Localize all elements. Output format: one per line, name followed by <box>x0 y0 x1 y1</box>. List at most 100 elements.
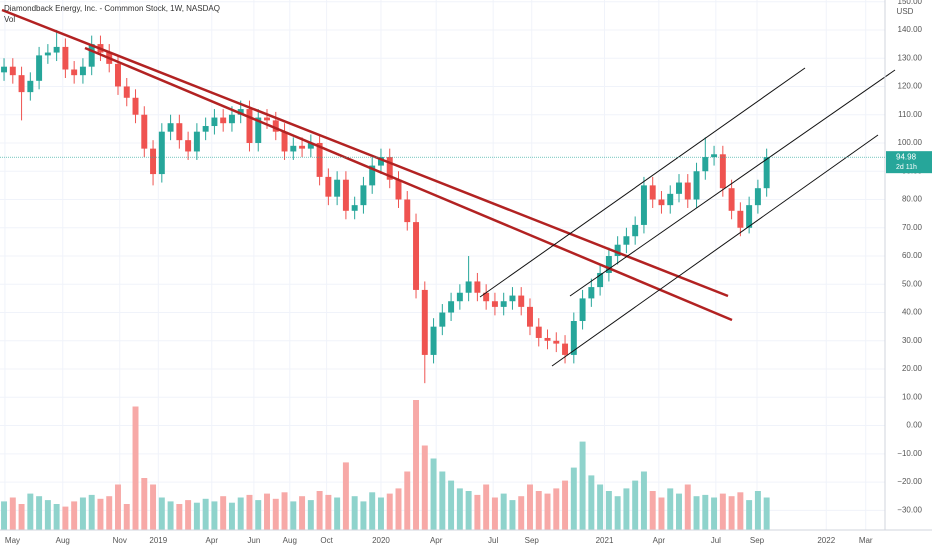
candle-body <box>763 157 770 189</box>
x-tick-label: 2019 <box>149 536 167 545</box>
volume-bar <box>369 492 376 530</box>
volume-bar <box>719 493 726 530</box>
volume-bar <box>597 484 604 530</box>
volume-bar <box>754 491 761 530</box>
volume-bar <box>185 500 192 530</box>
x-tick-label: 2020 <box>372 536 390 545</box>
volume-bar <box>439 471 446 530</box>
candle-body <box>299 145 306 149</box>
volume-bar <box>228 502 235 530</box>
volume-bar <box>97 498 104 530</box>
volume-bar <box>299 496 306 530</box>
candle-body <box>728 188 735 211</box>
volume-bar <box>632 480 639 530</box>
candle-body <box>150 148 157 175</box>
volume-bar <box>535 491 542 530</box>
volume-bar <box>395 488 402 530</box>
volume-bar <box>684 484 691 530</box>
x-tick-label: Jul <box>711 536 721 545</box>
candle-body <box>535 326 542 338</box>
volume-bar <box>290 501 297 530</box>
candle-body <box>632 224 639 237</box>
candle-body <box>658 199 665 206</box>
volume-bar <box>36 496 43 530</box>
candle-body <box>430 326 437 355</box>
volume-bar <box>614 496 621 530</box>
volume-bar <box>44 500 51 530</box>
channel-line <box>569 69 896 297</box>
candle-body <box>483 292 490 302</box>
x-tick-label: Sep <box>525 536 540 545</box>
candle-body <box>27 80 34 93</box>
volume-bar <box>465 491 472 530</box>
volume-bar <box>693 496 700 530</box>
volume-bar <box>570 467 577 530</box>
volume-bar <box>483 484 490 530</box>
volume-bar <box>579 441 586 530</box>
volume-bar <box>342 462 349 530</box>
volume-bar <box>649 491 656 530</box>
x-tick-label: Apr <box>653 536 666 545</box>
candle-body <box>255 117 262 143</box>
candle-body <box>491 301 498 307</box>
volume-bar <box>746 500 753 530</box>
y-tick-label: 60.00 <box>902 251 923 260</box>
volume-bar <box>676 493 682 530</box>
candle-body <box>754 188 761 206</box>
y-tick-label: 130.00 <box>898 53 923 62</box>
volume-bar <box>264 493 270 530</box>
volume-bar <box>605 491 612 530</box>
candle-body <box>597 272 604 288</box>
candle-body <box>220 117 227 124</box>
volume-bar <box>307 500 314 530</box>
volume-bar <box>316 491 323 530</box>
candle-body <box>307 142 314 149</box>
candle-body <box>36 55 43 81</box>
volume-bar <box>728 496 735 530</box>
volume-bar <box>211 501 218 530</box>
candle-body <box>351 205 358 211</box>
volume-bar <box>509 500 516 530</box>
x-tick-label: Apr <box>430 536 443 545</box>
y-tick-label: 20.00 <box>902 364 923 373</box>
volume-bar <box>448 480 455 530</box>
volume-bar <box>658 497 665 530</box>
volume-bar <box>27 493 34 530</box>
volume-bar <box>702 494 709 530</box>
volume-bar <box>553 488 560 530</box>
candle-body <box>167 123 174 132</box>
candle-body <box>667 193 674 206</box>
x-tick-label: Mar <box>859 536 873 545</box>
candle-body <box>9 66 16 76</box>
candle-body <box>369 165 376 186</box>
volume-bar <box>588 475 595 530</box>
x-tick-label: Aug <box>283 536 297 545</box>
volume-bar <box>737 492 744 530</box>
volume-bar <box>62 506 69 530</box>
volume-bar <box>71 501 78 530</box>
candle-body <box>509 295 516 302</box>
candle-body <box>386 157 393 180</box>
volume-bar <box>421 445 428 530</box>
y-tick-label: 150.00 <box>898 0 923 6</box>
candle-body <box>456 292 463 302</box>
trend-line <box>84 46 733 322</box>
candle-body <box>141 114 148 149</box>
volume-label: Vol <box>4 15 15 24</box>
y-tick-label: 50.00 <box>902 279 923 288</box>
volume-bar <box>325 494 332 530</box>
volume-bar <box>246 494 253 530</box>
volume-bar <box>334 497 341 530</box>
currency-label: USD <box>897 7 914 16</box>
candle-body <box>18 75 25 93</box>
axes: −30.00 −20.00 −10.00 0.00 10.00 20.00 30.00 40.… <box>5 0 923 545</box>
volume-bar <box>9 497 16 530</box>
volume-bar <box>255 500 262 530</box>
candle-body <box>746 205 753 228</box>
candle-body <box>281 131 288 152</box>
candle-body <box>360 185 367 206</box>
volume-bar <box>281 492 288 530</box>
candle-body <box>264 117 270 121</box>
candle-body <box>395 179 402 200</box>
